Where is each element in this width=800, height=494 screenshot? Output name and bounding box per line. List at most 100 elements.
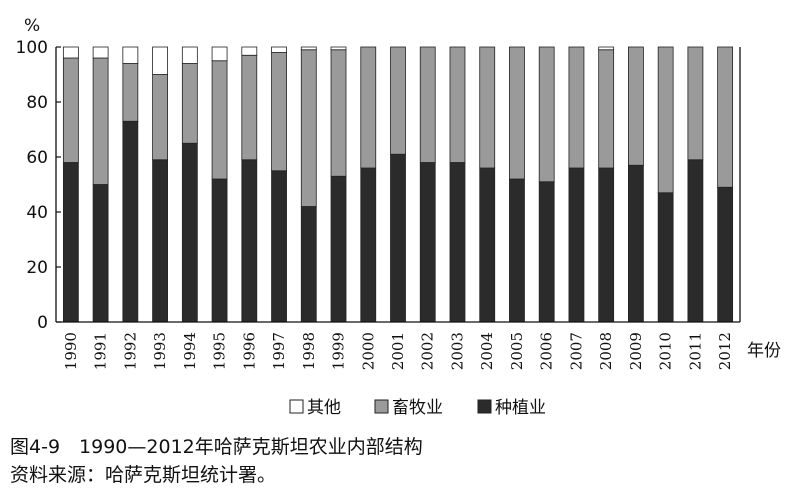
- bar-segment-2000-1: [360, 46, 377, 169]
- bar-segment-2009-0: [628, 164, 644, 323]
- legend: 其他 畜牧业 种植业: [289, 398, 546, 418]
- x-tick-label: 1997: [270, 332, 288, 370]
- bar-segment-1991-2: [92, 46, 109, 59]
- bar-segment-2009-1: [628, 46, 644, 166]
- bar-segment-2008-2: [598, 46, 615, 51]
- x-unit-label: 年份: [747, 341, 781, 361]
- bar-segment-2010-0: [657, 192, 674, 323]
- bar-segment-1990-2: [62, 46, 79, 59]
- bar-segment-2006-1: [538, 46, 555, 183]
- axes-layer: [55, 46, 741, 323]
- bar-segment-1995-1: [211, 60, 228, 180]
- bar-segment-2010-1: [657, 46, 674, 194]
- y-tick-label: 40: [26, 203, 48, 223]
- bar-segment-1995-0: [211, 178, 228, 323]
- bar-segment-2005-0: [509, 178, 525, 323]
- legend-label: 种植业: [495, 398, 546, 418]
- x-tick-label: 1996: [240, 332, 258, 370]
- bar-segment-1999-1: [330, 49, 347, 177]
- legend-swatch: [477, 399, 492, 414]
- legend-label: 其他: [307, 398, 341, 418]
- legend-label: 畜牧业: [392, 398, 443, 418]
- bar-segment-1996-0: [241, 159, 258, 323]
- bar-segment-2008-0: [598, 167, 615, 323]
- bar-segment-1994-1: [181, 63, 198, 144]
- x-tick-label: 2009: [627, 332, 645, 370]
- y-tick-label: 60: [26, 148, 48, 168]
- bar-segment-1993-0: [152, 159, 168, 323]
- bar-segment-1994-0: [181, 142, 198, 323]
- bar-segment-2007-0: [568, 167, 585, 323]
- bar-segment-2004-0: [479, 167, 496, 323]
- bar-segment-2004-1: [479, 46, 496, 169]
- bar-segment-2011-1: [687, 46, 704, 161]
- bar-segment-2011-0: [687, 159, 704, 323]
- x-tick-label: 2005: [508, 332, 526, 370]
- bar-segment-1998-0: [300, 206, 317, 323]
- x-tick-label: 2006: [538, 332, 556, 370]
- bar-segment-1991-1: [92, 57, 109, 185]
- bar-segment-2012-1: [717, 46, 734, 188]
- bar-segment-2006-0: [538, 181, 555, 323]
- figure-caption: 图4-9 1990—2012年哈萨克斯坦农业内部结构: [10, 436, 423, 458]
- figure-source: 资料来源：哈萨克斯坦统计署。: [10, 464, 277, 486]
- bar-segment-1990-0: [62, 162, 79, 323]
- x-tick-label: 2001: [389, 332, 407, 370]
- x-tick-label: 2000: [359, 332, 377, 370]
- bar-segment-2008-1: [598, 49, 615, 169]
- bar-segment-2000-0: [360, 167, 377, 323]
- x-tick-label: 1999: [330, 332, 348, 370]
- bar-segment-1993-2: [152, 46, 168, 75]
- y-unit-label: %: [24, 16, 40, 36]
- legend-swatch: [374, 399, 389, 414]
- bar-segment-1997-2: [271, 46, 287, 53]
- bar-segment-1997-0: [271, 170, 287, 323]
- x-tick-label: 2007: [567, 332, 585, 370]
- bar-segment-2001-0: [390, 153, 406, 323]
- bar-segment-2001-1: [390, 46, 406, 155]
- bar-segment-2012-0: [717, 186, 734, 323]
- y-tick-label: 80: [26, 93, 48, 113]
- x-tick-label: 2004: [478, 332, 496, 370]
- bar-segment-1996-1: [241, 54, 258, 161]
- x-tick-label: 2010: [657, 332, 675, 370]
- bar-segment-1999-2: [330, 46, 347, 51]
- y-tick-label: 100: [16, 38, 48, 58]
- bar-segment-1993-1: [152, 74, 168, 161]
- tick-labels-layer: 1990 1991 1992 1993 1994 1995 1996 1997 1998 1999…: [16, 16, 781, 370]
- bar-segment-2007-1: [568, 46, 585, 169]
- x-tick-label: 1992: [121, 332, 139, 370]
- bars-layer: [62, 46, 734, 323]
- bar-segment-1998-1: [300, 49, 317, 207]
- stacked-bar-chart: 1990 1991 1992 1993 1994 1995 1996 1997 1998 1999…: [16, 16, 781, 418]
- x-tick-label: 1993: [151, 332, 169, 370]
- bar-segment-1991-0: [92, 184, 109, 323]
- bar-segment-1992-0: [122, 120, 139, 323]
- x-tick-label: 1990: [62, 332, 80, 370]
- x-tick-label: 1995: [211, 332, 229, 370]
- x-tick-label: 2011: [686, 332, 704, 370]
- x-tick-label: 1994: [181, 332, 199, 370]
- bar-segment-1994-2: [181, 46, 198, 64]
- x-tick-label: 1991: [92, 332, 110, 370]
- bar-segment-1990-1: [62, 57, 79, 163]
- y-tick-label: 0: [37, 313, 48, 333]
- bar-segment-2005-1: [509, 46, 525, 180]
- legend-swatch: [289, 399, 304, 414]
- bar-segment-1995-2: [211, 46, 228, 62]
- bar-segment-1999-0: [330, 175, 347, 323]
- bar-segment-2003-1: [449, 46, 466, 163]
- x-tick-label: 2012: [716, 332, 734, 370]
- bar-segment-2002-0: [419, 162, 436, 323]
- bar-segment-2003-0: [449, 162, 466, 323]
- x-tick-label: 2002: [419, 332, 437, 370]
- bar-segment-2002-1: [419, 46, 436, 163]
- bar-segment-1997-1: [271, 52, 287, 172]
- y-tick-label: 20: [26, 258, 48, 278]
- bar-segment-1996-2: [241, 46, 258, 56]
- bar-segment-1992-2: [122, 46, 139, 64]
- bar-segment-1998-2: [300, 46, 317, 51]
- x-tick-label: 2008: [597, 332, 615, 370]
- x-tick-label: 2003: [448, 332, 466, 370]
- x-tick-label: 1998: [300, 332, 318, 370]
